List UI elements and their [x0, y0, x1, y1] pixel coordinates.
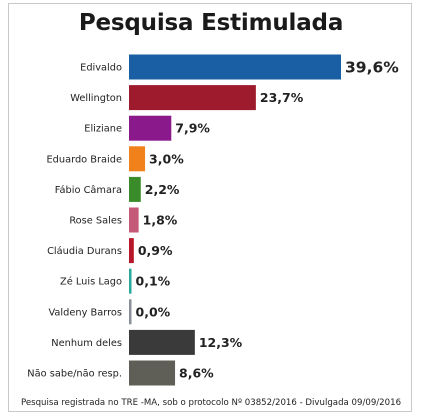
value-label-ze-luis-lago: 0,1%	[136, 274, 171, 289]
category-label-valdeny-barros: Valdeny Barros	[48, 307, 122, 318]
bar-row-rose-sales: Rose Sales 1,8%	[69, 207, 178, 233]
bar-ze-luis-lago	[129, 268, 132, 294]
chart-footnote: Pesquisa registrada no TRE -MA, sob o pr…	[20, 398, 402, 408]
bar-row-fabio-camara: Fábio Câmara 2,2%	[55, 176, 180, 202]
category-label-nenhum-deles: Nenhum deles	[51, 338, 122, 349]
bar-nao-sabe-nao-resp	[129, 360, 176, 386]
bar-rose-sales	[129, 207, 139, 233]
bar-eduardo-braide	[129, 146, 146, 172]
bar-row-eliziane: Eliziane 7,9%	[84, 115, 210, 141]
value-label-nenhum-deles: 12,3%	[199, 335, 243, 350]
value-label-eliziane: 7,9%	[175, 121, 210, 136]
value-label-claudia-durans: 0,9%	[138, 243, 173, 258]
bar-valdeny-barros	[129, 299, 132, 325]
category-label-ze-luis-lago: Zé Luis Lago	[60, 276, 122, 288]
bar-eliziane	[129, 115, 172, 141]
category-label-fabio-camara: Fábio Câmara	[55, 184, 122, 196]
bar-fabio-camara	[129, 176, 141, 202]
bar-wellington	[129, 85, 256, 111]
category-label-claudia-durans: Cláudia Durans	[47, 245, 122, 257]
value-label-edivaldo: 39,6%	[345, 59, 399, 77]
bar-row-edivaldo: Edivaldo 39,6%	[80, 54, 399, 80]
category-label-nao-sabe-nao-resp: Não sabe/não resp.	[27, 369, 122, 380]
value-label-eduardo-braide: 3,0%	[149, 151, 184, 166]
bar-edivaldo	[129, 54, 341, 80]
value-label-rose-sales: 1,8%	[143, 213, 178, 228]
bar-row-ze-luis-lago: Zé Luis Lago 0,1%	[60, 268, 171, 294]
bar-claudia-durans	[129, 238, 134, 264]
bar-row-valdeny-barros: Valdeny Barros 0,0%	[48, 299, 171, 325]
category-label-eliziane: Eliziane	[84, 124, 122, 135]
value-label-nao-sabe-nao-resp: 8,6%	[179, 366, 214, 381]
chart-title: Pesquisa Estimulada	[78, 10, 344, 36]
bar-nenhum-deles	[129, 329, 195, 355]
bar-row-nao-sabe-nao-resp: Não sabe/não resp. 8,6%	[27, 360, 214, 386]
bar-row-eduardo-braide: Eduardo Braide 3,0%	[46, 146, 184, 172]
value-label-wellington: 23,7%	[260, 90, 304, 105]
bar-row-wellington: Wellington 23,7%	[70, 85, 304, 111]
value-label-valdeny-barros: 0,0%	[136, 304, 171, 319]
category-label-eduardo-braide: Eduardo Braide	[46, 154, 122, 165]
bar-row-claudia-durans: Cláudia Durans 0,9%	[47, 238, 173, 264]
bar-row-nenhum-deles: Nenhum deles 12,3%	[51, 329, 243, 355]
category-label-rose-sales: Rose Sales	[69, 216, 122, 227]
category-label-wellington: Wellington	[70, 93, 122, 104]
category-label-edivaldo: Edivaldo	[80, 63, 122, 74]
value-label-fabio-camara: 2,2%	[145, 182, 180, 197]
